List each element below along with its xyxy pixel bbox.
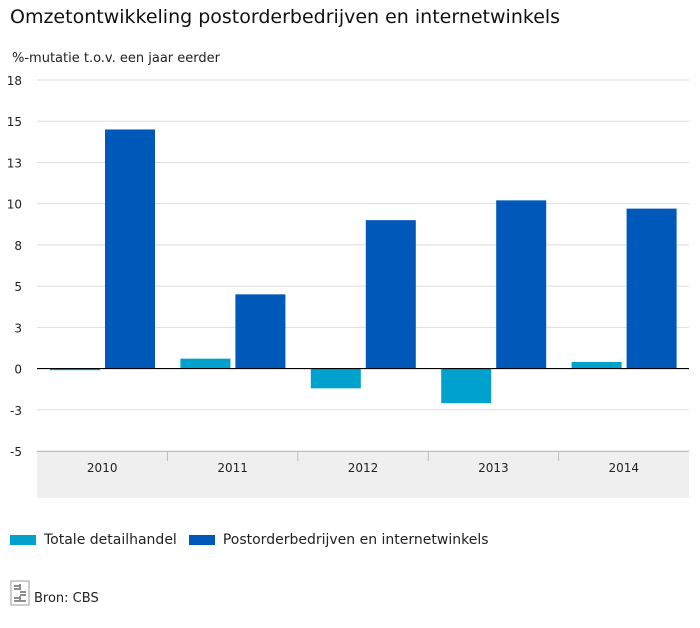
y-tick-label: 15 <box>7 115 22 129</box>
y-tick-label: 13 <box>7 156 22 170</box>
legend-item-totale-detailhandel[interactable]: Totale detailhandel <box>10 532 177 548</box>
x-tick-label: 2012 <box>348 461 379 475</box>
bar-totale-detailhandel-2010 <box>50 368 100 371</box>
y-tick-label: 8 <box>14 239 22 253</box>
legend-label-postorder: Postorderbedrijven en internetwinkels <box>222 532 489 548</box>
y-tick-label: 0 <box>14 363 22 377</box>
cbs-logo-icon <box>10 580 30 606</box>
legend-item-postorder[interactable]: Postorderbedrijven en internetwinkels <box>188 532 489 548</box>
legend-swatch-totale-detailhandel <box>10 535 36 545</box>
x-tick-label: 2013 <box>478 461 509 475</box>
legend-label-totale-detailhandel: Totale detailhandel <box>44 532 177 548</box>
x-tick-label: 2010 <box>87 461 118 475</box>
bar-totale-detailhandel-2014 <box>571 361 622 369</box>
bar-postorder-2012 <box>365 220 416 369</box>
x-tick-label: 2011 <box>217 461 248 475</box>
y-axis-subtitle: %-mutatie t.o.v. een jaar eerder <box>12 51 220 66</box>
x-tick-label: 2014 <box>609 461 640 475</box>
source-label: Bron: CBS <box>34 591 99 606</box>
y-tick-label: 10 <box>7 198 22 212</box>
y-tick-label: 5 <box>14 280 22 294</box>
bar-postorder-2013 <box>496 200 547 369</box>
chart-title: Omzetontwikkeling postorderbedrijven en … <box>10 6 561 28</box>
bar-totale-detailhandel-2011 <box>180 358 231 369</box>
x-axis-band <box>37 451 689 498</box>
bar-postorder-2010 <box>105 129 155 369</box>
y-tick-label: 18 <box>7 74 22 88</box>
source-note: Bron: CBS <box>10 580 99 606</box>
legend-swatch-postorder <box>188 535 215 545</box>
y-tick-label: -3 <box>10 404 22 418</box>
y-tick-label: 3 <box>14 321 22 335</box>
bar-postorder-2011 <box>235 294 286 369</box>
legend: Totale detailhandel Postorderbedrijven e… <box>10 532 501 548</box>
bar-totale-detailhandel-2012 <box>310 368 361 389</box>
y-tick-label: -5 <box>10 445 22 459</box>
bar-totale-detailhandel-2013 <box>441 368 492 404</box>
bar-postorder-2014 <box>626 208 677 369</box>
